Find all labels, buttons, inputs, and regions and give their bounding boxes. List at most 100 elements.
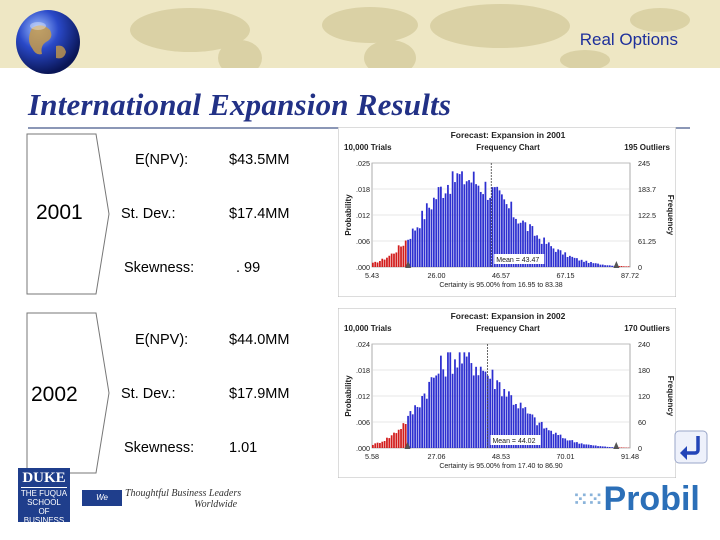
logo-line-3: OF BUSINESS: [23, 507, 65, 525]
histogram-bar: [561, 254, 564, 267]
histogram-bar: [508, 391, 510, 448]
header-title: Real Options: [579, 30, 678, 49]
skewness-value-2002: 1.01: [229, 440, 258, 456]
histogram-bar: [604, 265, 606, 267]
y-tick-left: .024: [356, 340, 370, 349]
histogram-bar: [449, 352, 452, 448]
histogram-bar: [491, 187, 494, 267]
histogram-bar: [493, 187, 496, 267]
histogram-bar: [374, 261, 377, 267]
histogram-bar: [475, 366, 477, 448]
histogram-bar: [552, 434, 555, 448]
y-tick-left: .000: [356, 263, 370, 272]
probil-brand-logo: ⁙⁙Probil: [572, 480, 700, 519]
histogram-bar: [578, 443, 581, 448]
histogram-bar: [590, 261, 592, 267]
histogram-bar: [522, 408, 524, 448]
histogram-bar: [484, 371, 487, 448]
histogram-bar: [540, 421, 543, 448]
histogram-bar: [564, 252, 567, 267]
histogram-bar: [454, 182, 456, 267]
histogram-bar: [456, 367, 459, 448]
histogram-bar: [404, 240, 407, 267]
certainty-marker: [405, 261, 412, 268]
histogram-bar: [566, 256, 569, 267]
histogram-bar: [571, 256, 574, 267]
y-tick-right: 183.7: [638, 185, 656, 194]
histogram-bar: [442, 369, 445, 448]
histogram-bar: [517, 223, 520, 267]
histogram-bar: [526, 231, 529, 267]
histogram-bar: [402, 423, 405, 448]
histogram-bar: [416, 406, 419, 448]
return-arrow-icon[interactable]: [674, 430, 708, 464]
histogram-bar: [571, 440, 574, 448]
tagline-box: We Educate: [82, 490, 122, 518]
x-tick: 48.53: [492, 452, 510, 461]
histogram-bar: [421, 396, 424, 448]
stdev-label-2001: St. Dev.:: [121, 206, 176, 222]
chart-certainty: Certainty is 95.00% from 17.40 to 86.90: [439, 463, 562, 470]
histogram-bar: [470, 182, 473, 267]
enpv-value-2001: $43.5MM: [229, 152, 290, 168]
histogram-bar: [585, 260, 588, 267]
histogram-bar: [390, 435, 393, 448]
histogram-bar: [550, 246, 553, 267]
histogram-bar: [444, 193, 447, 267]
histogram-bar: [423, 219, 426, 267]
histogram-bar: [383, 259, 386, 267]
histogram-bar: [482, 194, 484, 267]
stdev-value-2002: $17.9MM: [229, 386, 290, 402]
histogram-bar: [430, 209, 433, 267]
x-tick: 27.06: [428, 452, 446, 461]
duke-fuqua-logo: DUKE THE FUQUA SCHOOL OF BUSINESS: [18, 468, 70, 525]
histogram-bar: [498, 382, 501, 448]
histogram-bar: [580, 443, 583, 448]
histogram-bar: [423, 393, 426, 448]
histogram-bar: [404, 424, 407, 448]
y-tick-right: 0: [638, 444, 642, 453]
histogram-bar: [372, 262, 374, 267]
histogram-bar: [501, 396, 503, 448]
histogram-bar: [573, 442, 576, 448]
histogram-bar: [503, 388, 506, 448]
histogram-bar: [622, 266, 625, 267]
histogram-bar: [442, 197, 445, 267]
histogram-bar: [531, 414, 534, 448]
histogram-bar: [468, 180, 470, 267]
histogram-bar: [503, 199, 506, 267]
tagline-line-1: Thoughtful Business Leaders: [125, 488, 242, 499]
histogram-bar: [379, 260, 381, 267]
histogram-bar: [435, 375, 438, 448]
histogram-bar: [489, 378, 492, 448]
certainty-marker: [613, 442, 620, 449]
histogram-bar: [451, 171, 454, 267]
histogram-bar: [601, 264, 604, 267]
histogram-bar: [386, 257, 388, 267]
histogram-bar: [491, 369, 494, 448]
histogram-bar: [414, 405, 416, 448]
x-tick: 91.48: [621, 452, 639, 461]
histogram-bar: [620, 447, 623, 448]
histogram-bar: [543, 237, 545, 267]
header-band: Real Options: [0, 0, 720, 68]
histogram-bar: [458, 174, 461, 267]
histogram-bar: [531, 226, 534, 267]
histogram-bar: [592, 445, 595, 448]
histogram-bar: [550, 430, 553, 448]
histogram-bar: [496, 380, 499, 448]
slide-title: International Expansion Results: [28, 87, 452, 122]
enpv-label-2001: E(NPV):: [135, 152, 189, 168]
histogram-bar: [526, 413, 529, 448]
histogram-bar: [407, 415, 409, 448]
histogram-bar: [407, 239, 409, 267]
y-tick-left: .025: [356, 159, 370, 168]
chart-ylabel-right: Frequency: [666, 376, 675, 417]
tagline-line-2: Worldwide: [194, 499, 238, 510]
histogram-bar: [463, 352, 466, 448]
skewness-label-2002: Skewness:: [124, 440, 195, 456]
histogram-bar: [397, 245, 400, 267]
histogram-bar: [477, 375, 480, 448]
x-tick: 87.72: [621, 271, 639, 280]
histogram-bar: [409, 411, 412, 448]
